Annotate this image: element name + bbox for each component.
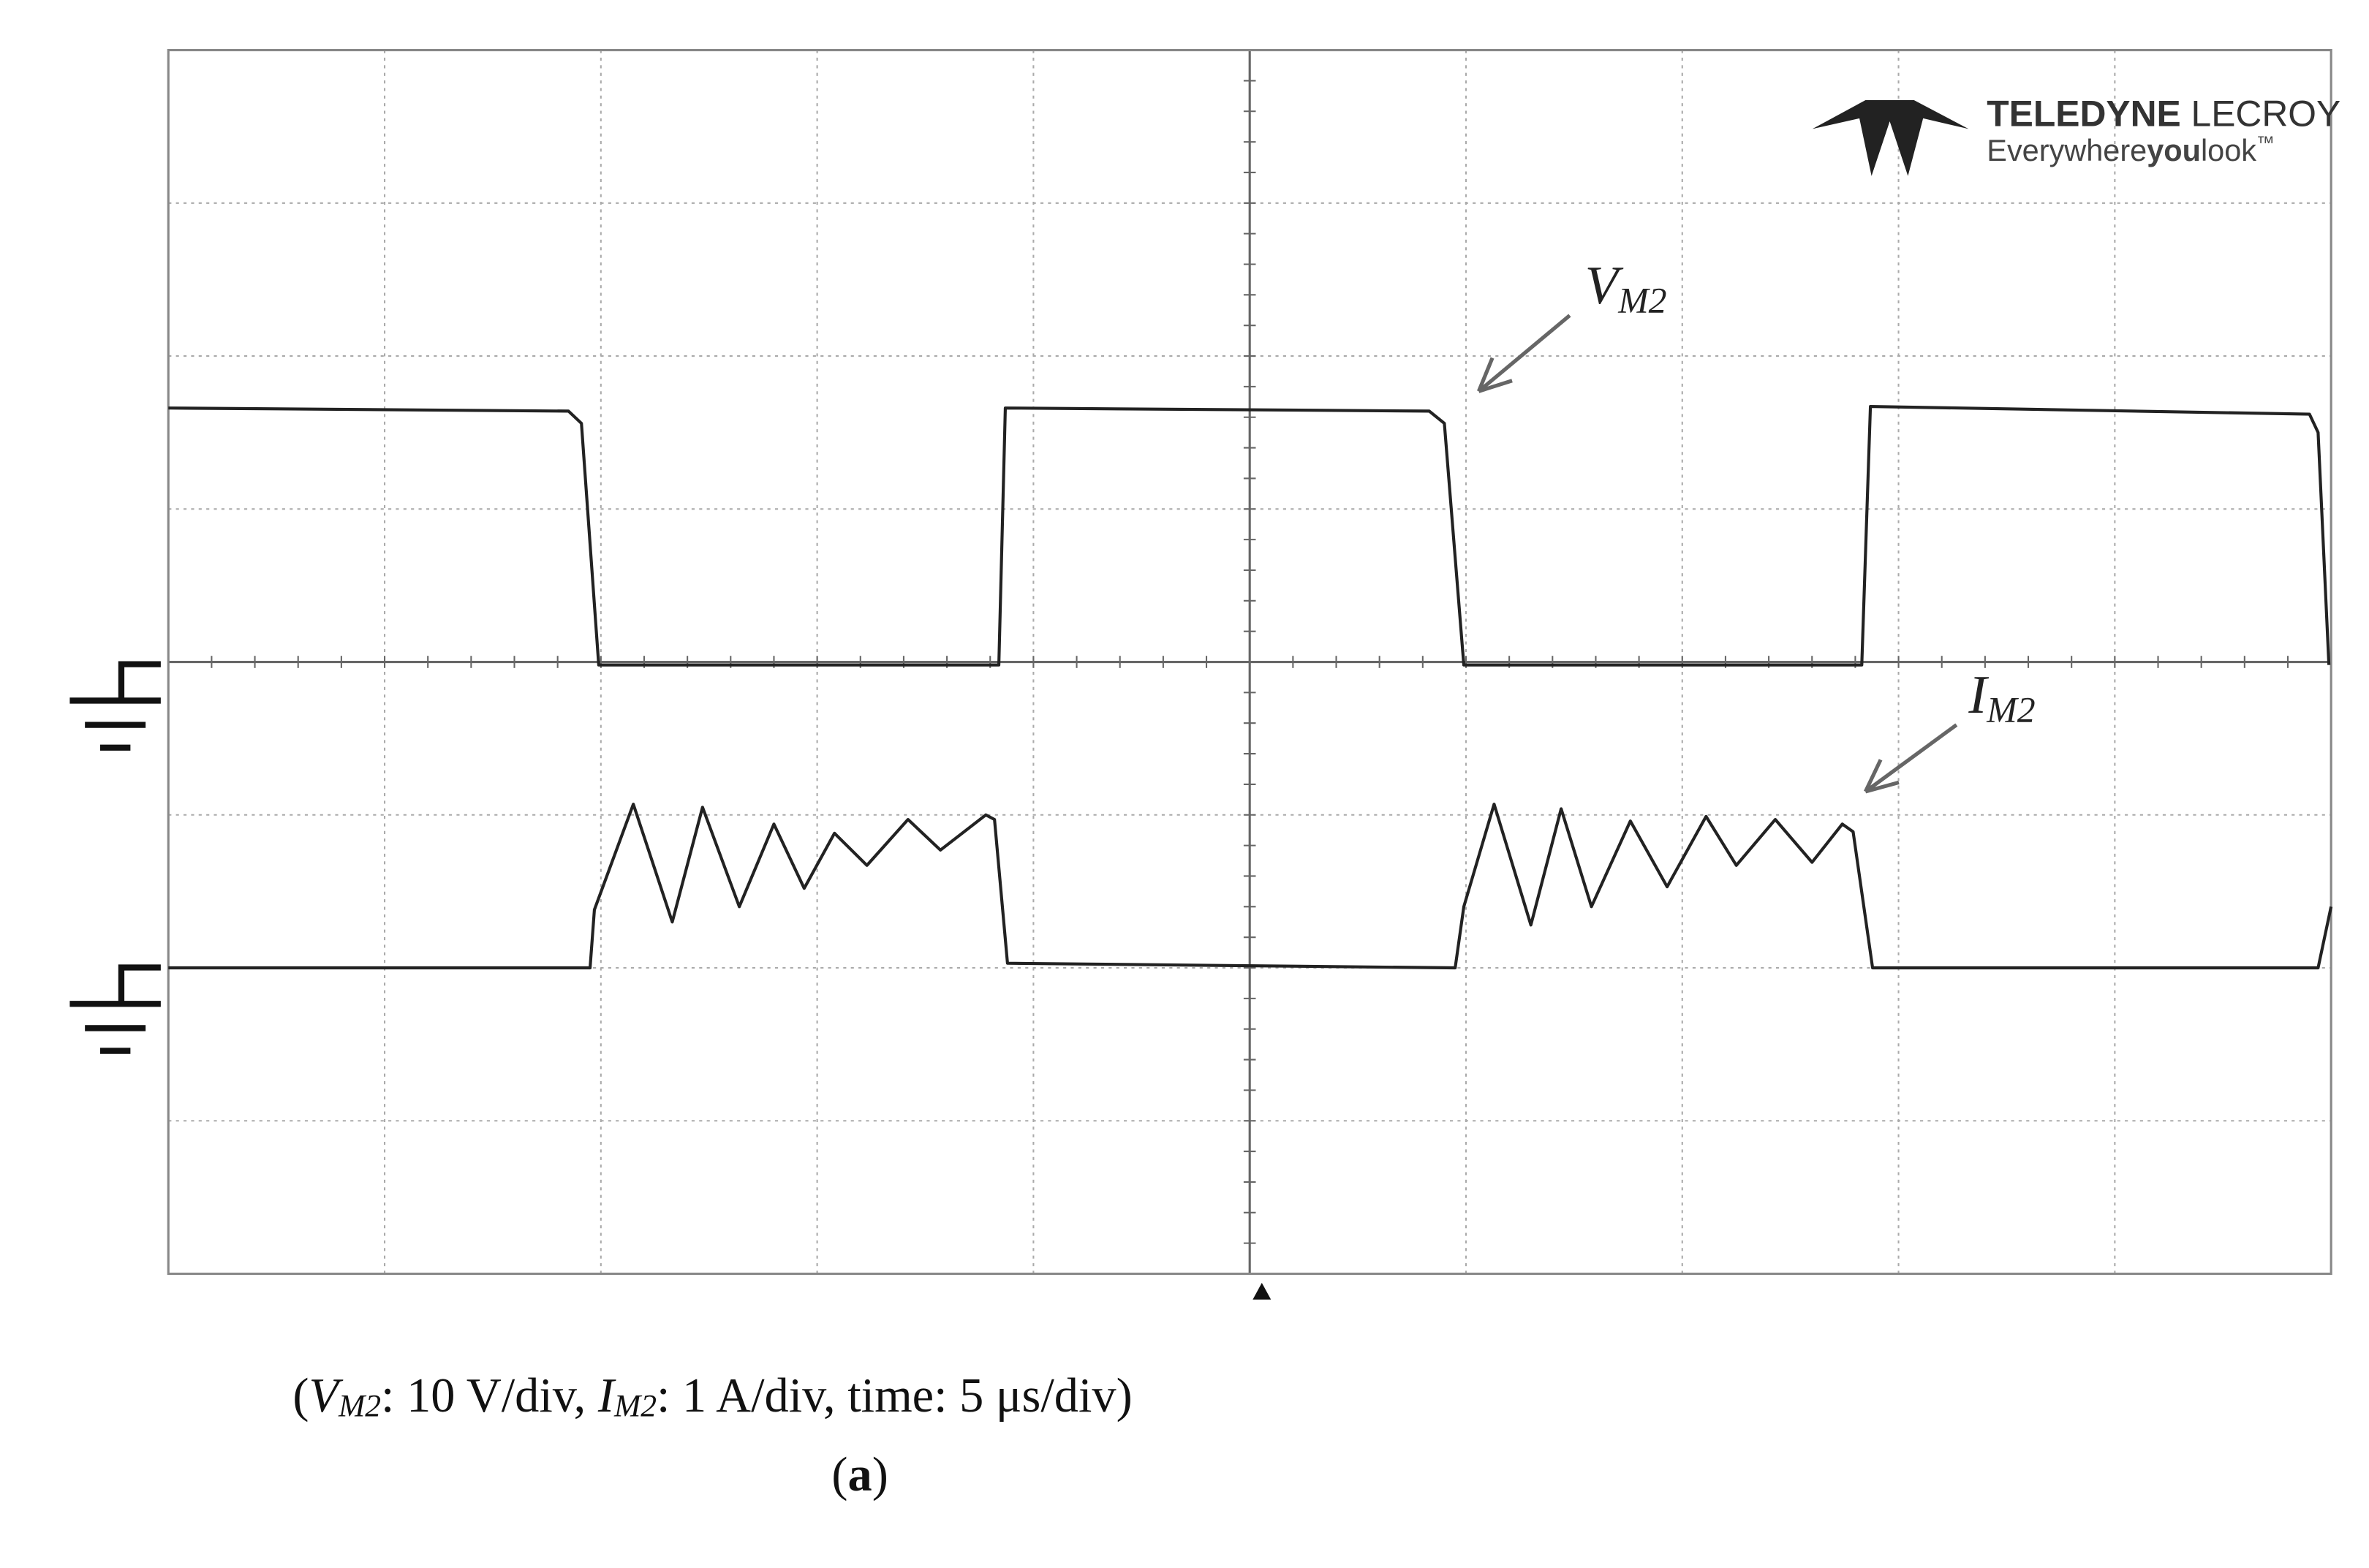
tag: look xyxy=(2201,133,2256,167)
annotation-text: I xyxy=(1968,664,1989,725)
caption: (VM2: 10 V/div, IM2: 1 A/div, time: 5 μs… xyxy=(292,1369,1132,1423)
logo-brand: TELEDYNE LECROY xyxy=(1987,93,2340,134)
logo-emblem xyxy=(1812,100,1969,176)
trace xyxy=(168,803,2333,970)
label-part: ) xyxy=(872,1448,888,1501)
trigger-marker xyxy=(1252,1282,1272,1300)
caption-part: : 1 A/div, time: 5 μs/div) xyxy=(657,1369,1133,1423)
arrow-i xyxy=(1864,723,1958,794)
subfigure-label: (a) xyxy=(831,1448,888,1501)
tag: Everywhere xyxy=(1987,133,2147,167)
caption-part: V xyxy=(309,1369,343,1423)
tag: you xyxy=(2147,133,2201,167)
caption-part: ( xyxy=(292,1369,309,1423)
ground-symbols xyxy=(69,661,161,1054)
caption-part: I xyxy=(597,1369,616,1423)
logo-brand-rest: LECROY xyxy=(2181,93,2340,134)
ground-i xyxy=(69,964,161,1054)
annotation-text: V xyxy=(1585,255,1624,316)
trace xyxy=(168,405,2331,667)
arrow-v xyxy=(1477,314,1571,393)
annotation-sub: M2 xyxy=(1617,280,1666,320)
arrows xyxy=(1477,314,1958,794)
tag: ™ xyxy=(2256,132,2275,153)
logo-tagline: Everywhereyoulook™ xyxy=(1987,132,2275,167)
logo: TELEDYNE LECROY Everywhereyoulook™ xyxy=(1812,93,2340,176)
label-part: ( xyxy=(831,1448,847,1501)
logo-brand-bold: TELEDYNE xyxy=(1987,93,2180,134)
caption-part: M2 xyxy=(613,1388,657,1423)
label-part: a xyxy=(848,1448,872,1501)
screen-border xyxy=(167,49,2332,1276)
annotation-v: VM2 xyxy=(1585,255,1667,320)
annotation-i: IM2 xyxy=(1968,664,2035,730)
ground-v xyxy=(69,661,161,751)
caption-part: : 10 V/div, xyxy=(381,1369,598,1423)
annotation-sub: M2 xyxy=(1986,689,2035,730)
caption-part: M2 xyxy=(338,1388,381,1423)
grid xyxy=(167,49,2332,1275)
